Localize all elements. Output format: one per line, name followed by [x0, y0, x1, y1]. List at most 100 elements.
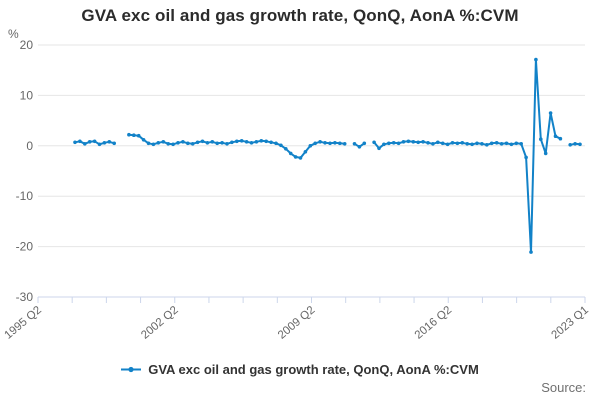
- y-tick-label: -30: [16, 290, 34, 304]
- series-point: [436, 140, 440, 145]
- series-point: [279, 143, 283, 148]
- series-point: [362, 141, 367, 146]
- x-tick-label: 2009 Q2: [276, 304, 318, 342]
- series-point: [553, 134, 558, 138]
- series-point: [357, 145, 362, 149]
- series-point: [92, 139, 97, 144]
- series-point: [259, 139, 264, 143]
- series-point: [83, 142, 87, 146]
- series-point: [514, 141, 519, 146]
- series-point: [421, 140, 425, 144]
- series-point: [132, 133, 136, 137]
- y-axis-unit-label: %: [8, 27, 19, 41]
- x-tick-label: 2023 Q1: [549, 304, 591, 342]
- series-point: [465, 142, 470, 146]
- series-point: [426, 141, 430, 145]
- series-point: [372, 140, 376, 145]
- series-point: [161, 140, 166, 144]
- series-point: [141, 138, 146, 142]
- series-point: [524, 155, 528, 160]
- y-tick-label: 10: [20, 88, 34, 102]
- series-point: [445, 142, 450, 147]
- series-point: [298, 156, 303, 160]
- series-point: [230, 140, 234, 145]
- series-point: [220, 141, 224, 145]
- series-point: [568, 143, 572, 147]
- series-point: [210, 140, 215, 144]
- series-point: [396, 141, 401, 146]
- legend-label: GVA exc oil and gas growth rate, QonQ, A…: [148, 362, 479, 377]
- series-point: [190, 142, 195, 146]
- chart-title: GVA exc oil and gas growth rate, QonQ, A…: [81, 6, 519, 25]
- series-point: [313, 141, 318, 146]
- x-tick-label: 1995 Q2: [2, 304, 44, 342]
- legend-item[interactable]: GVA exc oil and gas growth rate, QonQ, A…: [0, 362, 600, 377]
- series-point: [127, 132, 131, 137]
- series-point: [284, 147, 288, 151]
- series-point: [205, 141, 210, 145]
- series-point: [573, 142, 577, 146]
- series-point: [102, 141, 107, 145]
- series-point: [377, 146, 381, 151]
- series-point: [181, 140, 185, 144]
- series-point: [338, 141, 342, 146]
- series-point: [318, 140, 322, 144]
- series-point: [107, 140, 112, 144]
- series-point: [534, 57, 538, 62]
- series-point: [328, 141, 332, 146]
- series-point: [73, 140, 77, 145]
- series-point: [323, 141, 327, 145]
- series-point: [195, 140, 200, 145]
- series-point: [382, 142, 386, 147]
- series-point: [146, 141, 151, 146]
- series-point: [509, 142, 514, 147]
- series-line: [74, 58, 581, 254]
- series-point: [112, 141, 116, 146]
- series-point: [485, 143, 489, 147]
- series-point: [269, 140, 273, 145]
- series-point: [186, 141, 190, 146]
- series-point: [470, 142, 474, 147]
- series-point: [303, 150, 308, 154]
- series-point: [387, 141, 391, 146]
- series-point: [578, 142, 582, 147]
- series-point: [151, 142, 156, 147]
- series-point: [391, 141, 396, 145]
- series-point: [274, 141, 278, 146]
- series-point: [558, 136, 563, 141]
- series-point: [288, 151, 293, 156]
- x-tick-label: 2016 Q2: [413, 304, 455, 342]
- series-point: [87, 140, 92, 144]
- y-tick-label: -10: [16, 189, 34, 203]
- series-point: [460, 141, 465, 145]
- x-tick-label: 2002 Q2: [139, 304, 181, 342]
- series-point: [78, 139, 82, 144]
- series-point: [249, 141, 254, 145]
- series-point: [529, 250, 533, 254]
- series-point: [225, 142, 229, 146]
- series-point: [97, 142, 102, 147]
- series-point: [333, 141, 337, 145]
- y-tick-label: -20: [16, 240, 34, 254]
- series-point: [504, 141, 509, 146]
- source-label: Source:: [541, 380, 586, 395]
- series-point: [200, 139, 205, 144]
- series-point: [264, 139, 269, 144]
- series-point: [416, 140, 421, 145]
- series-point: [308, 144, 313, 148]
- series-point: [215, 141, 219, 146]
- series-point: [342, 142, 347, 146]
- series-point: [254, 140, 259, 144]
- series-point: [176, 141, 180, 145]
- series-point: [431, 142, 435, 146]
- series-point: [489, 141, 494, 146]
- series-point: [539, 137, 543, 141]
- series-point: [480, 142, 484, 146]
- series-point: [156, 141, 161, 145]
- series-point: [401, 140, 406, 144]
- series-point: [450, 141, 455, 145]
- series-point: [171, 142, 175, 147]
- series-point: [136, 133, 141, 138]
